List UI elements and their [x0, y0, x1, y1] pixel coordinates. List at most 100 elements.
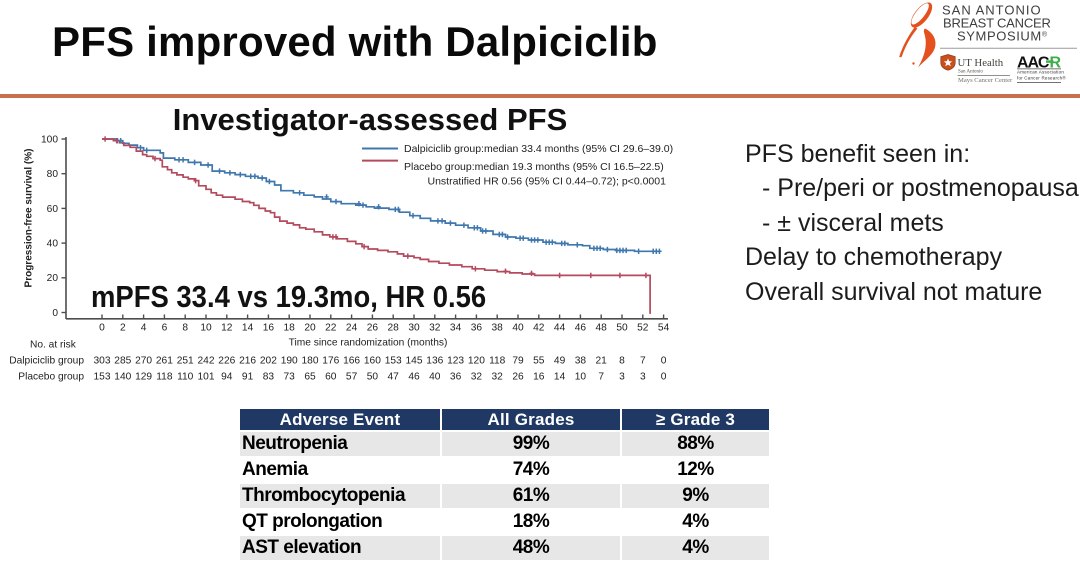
svg-text:47: 47: [388, 372, 400, 383]
svg-text:2: 2: [120, 323, 126, 334]
svg-text:79: 79: [512, 356, 524, 367]
svg-text:270: 270: [135, 356, 152, 367]
svg-text:BREAST CANCER: BREAST CANCER: [943, 16, 1051, 31]
svg-text:303: 303: [94, 356, 111, 367]
svg-text:80: 80: [47, 169, 59, 180]
svg-text:91: 91: [242, 372, 254, 383]
svg-text:100: 100: [41, 134, 58, 145]
svg-text:190: 190: [281, 356, 298, 367]
svg-text:Investigator-assessed PFS: Investigator-assessed PFS: [173, 102, 568, 137]
svg-text:46: 46: [575, 323, 587, 334]
svg-text:20: 20: [47, 273, 59, 284]
svg-text:38: 38: [492, 323, 504, 334]
svg-text:0: 0: [99, 323, 105, 334]
svg-text:123: 123: [447, 356, 464, 367]
svg-text:No. at risk: No. at risk: [30, 340, 77, 351]
svg-text:26: 26: [512, 372, 524, 383]
svg-text:73: 73: [284, 372, 296, 383]
svg-text:26: 26: [367, 323, 379, 334]
svg-text:202: 202: [260, 356, 277, 367]
svg-text:21: 21: [596, 356, 608, 367]
svg-text:3: 3: [619, 372, 625, 383]
svg-text:57: 57: [346, 372, 358, 383]
svg-text:251: 251: [177, 356, 194, 367]
svg-text:32: 32: [429, 323, 441, 334]
svg-text:14: 14: [554, 372, 566, 383]
svg-text:261: 261: [156, 356, 173, 367]
svg-text:50: 50: [367, 372, 379, 383]
svg-text:Placebo group: Placebo group: [18, 372, 84, 383]
svg-text:34: 34: [450, 323, 462, 334]
svg-text:16: 16: [533, 372, 545, 383]
svg-text:216: 216: [239, 356, 256, 367]
svg-text:48: 48: [596, 323, 608, 334]
svg-text:140: 140: [114, 372, 131, 383]
svg-text:176: 176: [322, 356, 339, 367]
svg-text:8: 8: [619, 356, 625, 367]
svg-text:42: 42: [533, 323, 545, 334]
svg-text:110: 110: [177, 372, 194, 383]
svg-text:226: 226: [218, 356, 235, 367]
svg-text:28: 28: [388, 323, 400, 334]
svg-text:60: 60: [47, 204, 59, 215]
svg-text:160: 160: [364, 356, 381, 367]
svg-text:10: 10: [575, 372, 587, 383]
svg-text:18: 18: [284, 323, 296, 334]
svg-text:36: 36: [450, 372, 462, 383]
svg-text:12: 12: [221, 323, 233, 334]
svg-text:Placebo group:median 19.3 mont: Placebo group:median 19.3 months (95% CI…: [404, 161, 664, 173]
svg-text:22: 22: [325, 323, 337, 334]
svg-text:Mays Cancer Center: Mays Cancer Center: [958, 77, 1013, 84]
svg-text:54: 54: [658, 323, 670, 334]
svg-text:3: 3: [640, 372, 646, 383]
svg-text:7: 7: [598, 372, 604, 383]
svg-text:153: 153: [385, 356, 402, 367]
svg-text:285: 285: [114, 356, 131, 367]
svg-text:50: 50: [616, 323, 628, 334]
svg-text:36: 36: [471, 323, 483, 334]
svg-text:0: 0: [661, 356, 667, 367]
svg-text:Dalpiciclib group: Dalpiciclib group: [9, 356, 84, 367]
svg-text:94: 94: [221, 372, 233, 383]
svg-text:Dalpiciclib group:median 33.4: Dalpiciclib group:median 33.4 months (95…: [404, 143, 673, 155]
svg-text:118: 118: [489, 356, 506, 367]
svg-text:8: 8: [182, 323, 188, 334]
svg-text:40: 40: [512, 323, 524, 334]
svg-text:153: 153: [94, 372, 111, 383]
svg-text:49: 49: [554, 356, 566, 367]
svg-text:UT Health: UT Health: [958, 57, 1004, 69]
svg-text:20: 20: [304, 323, 316, 334]
svg-text:R: R: [1050, 55, 1062, 72]
svg-text:60: 60: [325, 372, 337, 383]
svg-text:0: 0: [52, 308, 58, 319]
svg-text:0: 0: [661, 372, 667, 383]
svg-text:129: 129: [135, 372, 152, 383]
svg-text:44: 44: [554, 323, 566, 334]
svg-text:145: 145: [406, 356, 423, 367]
svg-text:6: 6: [162, 323, 168, 334]
svg-text:120: 120: [468, 356, 485, 367]
svg-text:38: 38: [575, 356, 587, 367]
svg-text:San Antonio: San Antonio: [958, 70, 983, 75]
svg-text:118: 118: [156, 372, 173, 383]
svg-text:7: 7: [640, 356, 646, 367]
svg-text:32: 32: [471, 372, 483, 383]
svg-text:24: 24: [346, 323, 358, 334]
svg-text:40: 40: [429, 372, 441, 383]
svg-text:16: 16: [263, 323, 275, 334]
svg-text:32: 32: [492, 372, 504, 383]
svg-text:65: 65: [304, 372, 316, 383]
svg-text:55: 55: [533, 356, 545, 367]
svg-text:10: 10: [200, 323, 212, 334]
svg-text:SAN ANTONIO: SAN ANTONIO: [942, 3, 1042, 18]
svg-text:46: 46: [408, 372, 420, 383]
svg-text:Unstratified HR 0.56 (95% CI 0: Unstratified HR 0.56 (95% CI 0.44–0.72);…: [428, 176, 667, 188]
svg-text:SYMPOSIUM®: SYMPOSIUM®: [957, 29, 1048, 44]
svg-text:83: 83: [263, 372, 275, 383]
svg-text:4: 4: [141, 323, 147, 334]
svg-text:166: 166: [343, 356, 360, 367]
svg-text:242: 242: [198, 356, 215, 367]
svg-text:Progression-free survival (%): Progression-free survival (%): [24, 149, 35, 288]
svg-text:14: 14: [242, 323, 254, 334]
svg-text:136: 136: [426, 356, 443, 367]
